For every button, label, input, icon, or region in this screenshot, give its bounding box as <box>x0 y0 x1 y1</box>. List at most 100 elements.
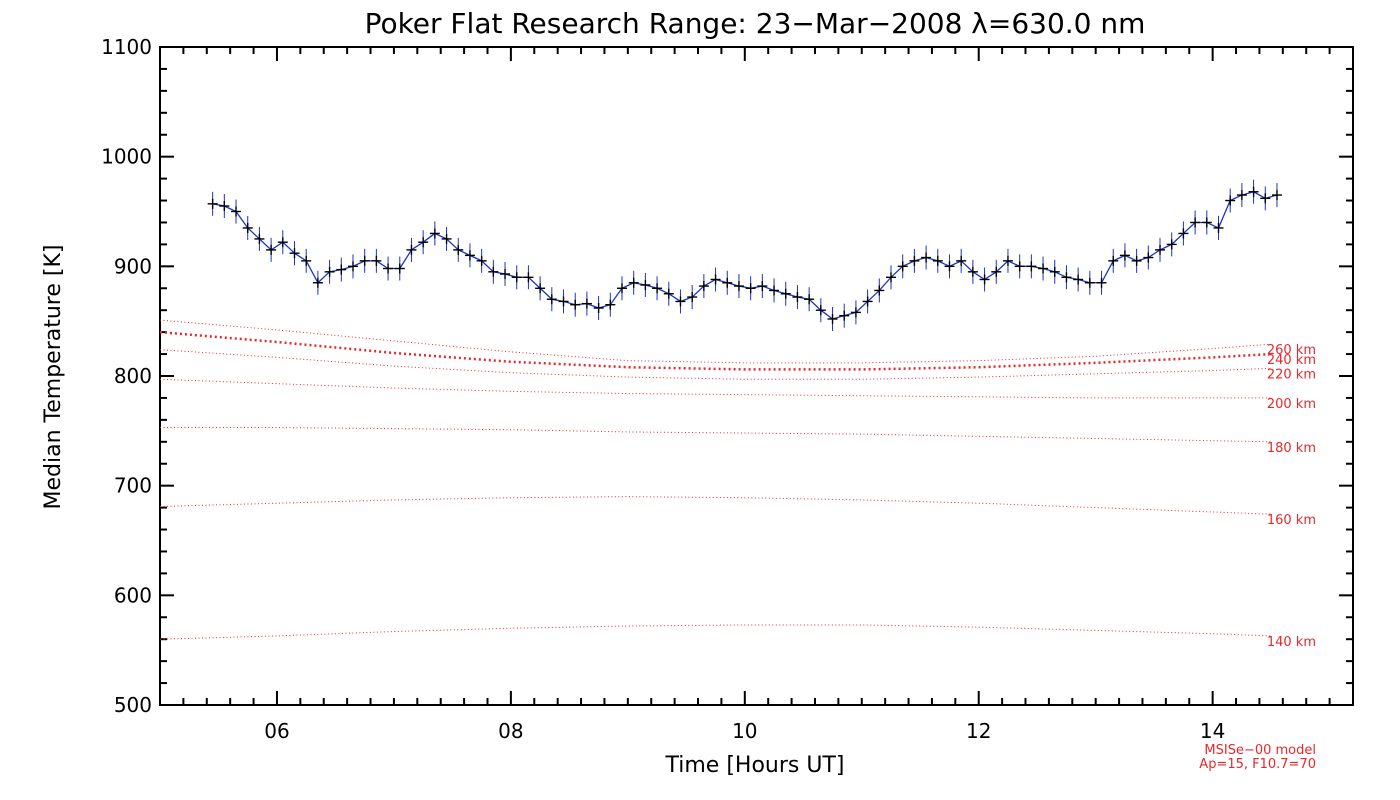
measured-point <box>733 274 744 299</box>
measured-point <box>1236 183 1247 208</box>
measured-point <box>1178 221 1189 246</box>
measured-point <box>780 281 791 306</box>
measured-point <box>1201 210 1212 235</box>
measured-point <box>289 241 300 266</box>
measured-point <box>1131 248 1142 273</box>
y-tick-label: 500 <box>114 693 152 717</box>
measured-point <box>687 285 698 310</box>
measured-point <box>792 285 803 310</box>
measured-point <box>347 254 358 279</box>
measured-point <box>1026 254 1037 279</box>
measured-point <box>839 303 850 328</box>
measured-point <box>266 237 277 262</box>
measured-point <box>722 270 733 295</box>
measured-point <box>1002 248 1013 273</box>
measured-point <box>593 296 604 321</box>
measured-point <box>231 199 242 224</box>
measured-point <box>652 276 663 301</box>
x-tick-label: 08 <box>498 719 523 743</box>
y-tick-label: 1100 <box>101 35 152 59</box>
measured-point <box>301 248 312 273</box>
measured-point <box>558 289 569 314</box>
measured-point <box>394 256 405 281</box>
measured-point <box>956 248 967 273</box>
measured-point <box>1084 270 1095 295</box>
measured-point <box>1143 245 1154 270</box>
measured-point <box>663 281 674 306</box>
measured-point <box>1096 270 1107 295</box>
measured-point <box>324 259 335 284</box>
measured-point <box>429 221 440 246</box>
measured-point <box>874 278 885 303</box>
model-curve-140-km <box>159 624 1272 640</box>
model-curve-label: 240 km <box>1267 353 1316 368</box>
measured-point <box>546 287 557 312</box>
measured-point <box>453 237 464 262</box>
model-params-note: Ap=15, F10.7=70 <box>1199 757 1316 772</box>
measured-point <box>1119 243 1130 268</box>
measured-point <box>757 274 768 299</box>
measured-point <box>488 259 499 284</box>
measured-point <box>219 194 230 219</box>
measured-point <box>1049 259 1060 284</box>
measured-point <box>476 248 487 273</box>
measured-point <box>336 257 347 282</box>
measured-point <box>909 248 920 273</box>
model-curve-180-km <box>160 427 1272 443</box>
measured-point <box>1108 248 1119 273</box>
measured-point <box>850 300 861 325</box>
measured-point <box>804 287 815 312</box>
measured-point <box>616 276 627 301</box>
measured-point <box>418 230 429 255</box>
measured-point <box>827 306 838 331</box>
measured-point <box>1225 188 1236 213</box>
measured-point <box>1061 265 1072 290</box>
measured-point <box>1260 186 1271 211</box>
measured-point <box>815 298 826 323</box>
plot-frame <box>159 46 1354 706</box>
measured-point <box>897 254 908 279</box>
y-tick-label: 800 <box>114 364 152 388</box>
x-tick-label: 10 <box>732 719 757 743</box>
measured-point <box>511 265 522 290</box>
measured-point <box>383 256 394 281</box>
model-curve-260-km <box>159 319 1272 364</box>
y-tick-label: 900 <box>114 254 152 278</box>
measured-point <box>523 265 534 290</box>
measured-point <box>359 248 370 273</box>
model-curve-label: 200 km <box>1267 397 1316 412</box>
measured-point <box>921 245 932 270</box>
measured-point <box>605 292 616 317</box>
model-curve-label: 220 km <box>1267 367 1316 382</box>
measured-point <box>371 248 382 273</box>
measured-point <box>675 289 686 314</box>
model-curve-240-km <box>159 330 1272 371</box>
measured-point <box>745 276 756 301</box>
measured-point <box>710 267 721 292</box>
y-tick-label: 700 <box>114 474 152 498</box>
measured-point <box>640 272 651 297</box>
measured-point <box>1038 256 1049 281</box>
y-axis-label: Median Temperature [K] <box>41 245 66 510</box>
measured-point <box>991 259 1002 284</box>
model-curve-label: 160 km <box>1267 513 1316 528</box>
measured-point <box>581 291 592 316</box>
measured-temperature-line <box>212 191 1278 320</box>
measured-point <box>1166 232 1177 257</box>
measured-point <box>932 248 943 273</box>
model-curve-label: 260 km <box>1267 343 1316 358</box>
measured-point <box>944 254 955 279</box>
measured-point <box>769 278 780 303</box>
measured-point <box>1155 237 1166 262</box>
measured-point <box>406 237 417 262</box>
measured-point <box>886 265 897 290</box>
model-curve-label: 180 km <box>1267 441 1316 456</box>
measured-point <box>967 259 978 284</box>
y-tick-label: 1000 <box>101 145 152 169</box>
x-tick-label: 14 <box>1200 719 1225 743</box>
measured-point <box>979 267 990 292</box>
measured-point <box>242 215 253 240</box>
